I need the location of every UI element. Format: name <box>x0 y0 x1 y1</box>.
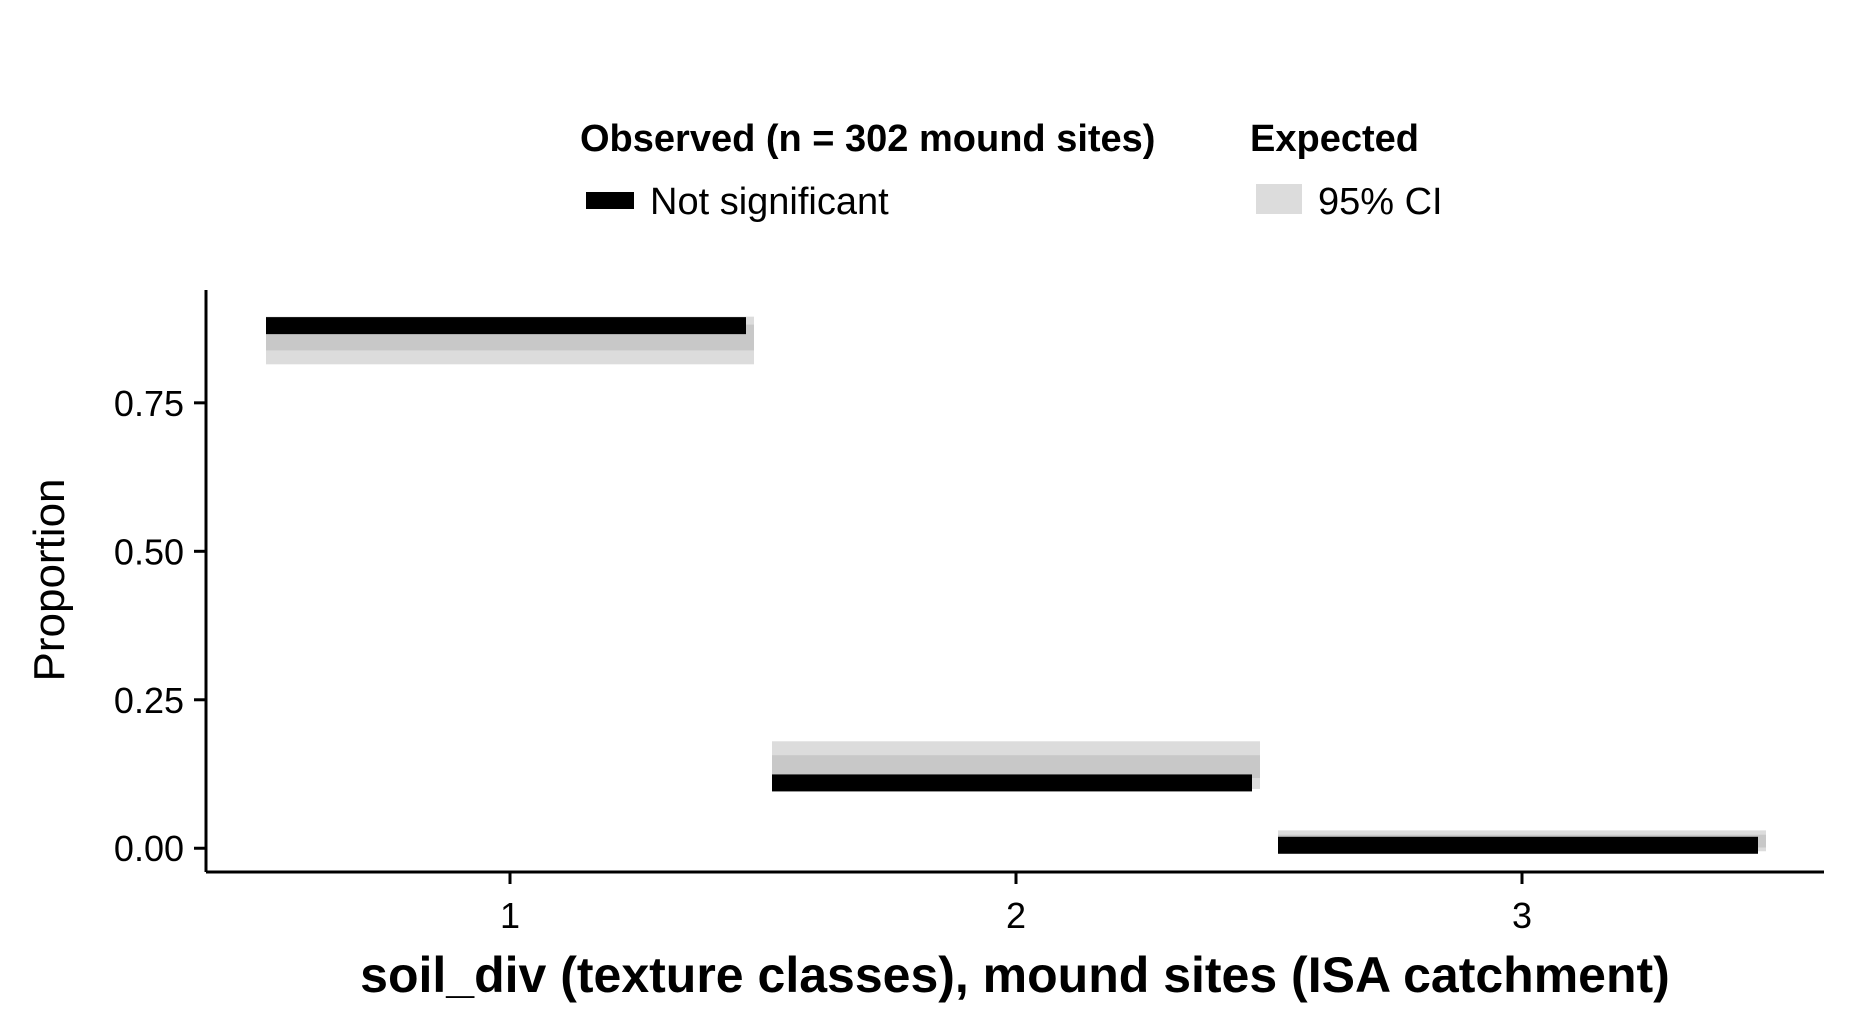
x-tick-label: 1 <box>500 895 520 936</box>
legend-observed-key <box>586 192 634 209</box>
observed-bars <box>266 317 1758 854</box>
observed-bar-3 <box>1278 836 1758 854</box>
legend-expected-label: 95% CI <box>1318 181 1443 223</box>
legend-observed-title: Observed (n = 302 mound sites) <box>580 118 1155 160</box>
y-tick-label: 0.00 <box>114 828 184 869</box>
x-ticks: 1 2 3 <box>500 872 1532 936</box>
observed-bar-1 <box>266 317 746 335</box>
y-tick-label: 0.50 <box>114 531 184 572</box>
legend: Observed (n = 302 mound sites) Not signi… <box>580 118 1443 223</box>
observed-bar-2 <box>772 774 1252 792</box>
y-tick-label: 0.25 <box>114 680 184 721</box>
legend-observed-label: Not significant <box>650 181 889 223</box>
x-tick-label: 3 <box>1512 895 1532 936</box>
x-tick-label: 2 <box>1006 895 1026 936</box>
y-axis-title: Proportion <box>25 478 74 681</box>
x-axis-title: soil_div (texture classes), mound sites … <box>360 947 1670 1003</box>
y-ticks: 0.00 0.25 0.50 0.75 <box>114 383 206 869</box>
y-tick-label: 0.75 <box>114 383 184 424</box>
ci-bands <box>266 316 1766 852</box>
legend-expected-key <box>1256 184 1302 214</box>
ci-inner-band-2 <box>772 755 1260 779</box>
legend-expected-title: Expected <box>1250 118 1419 160</box>
